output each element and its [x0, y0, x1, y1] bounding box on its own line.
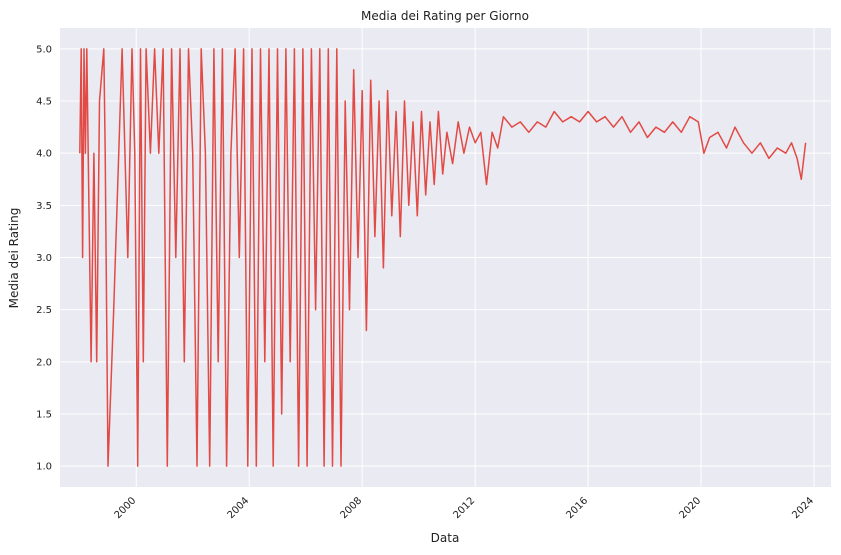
y-tick-label: 4.5 [36, 97, 52, 108]
x-tick-labels: 2000 2004 2008 2012 2016 2020 2024 [113, 495, 817, 521]
x-tick-label: 2016 [564, 495, 590, 521]
y-tick-label: 1.5 [36, 409, 52, 420]
y-tick-label: 2.0 [36, 357, 52, 368]
chart-title: Media dei Rating per Giorno [361, 9, 529, 23]
series-layer [79, 48, 807, 467]
x-tick-label: 2000 [113, 495, 139, 521]
y-tick-label: 1.0 [36, 462, 52, 473]
x-tick-label: 2020 [677, 495, 703, 521]
y-tick-label: 3.5 [36, 201, 52, 212]
x-axis-label: Data [431, 531, 460, 545]
x-tick-label: 2008 [339, 495, 365, 521]
y-tick-label: 3.0 [36, 253, 52, 264]
y-tick-label: 2.5 [36, 305, 52, 316]
y-tick-label: 5.0 [36, 44, 52, 55]
x-tick-label: 2004 [226, 495, 252, 521]
y-tick-labels: 1.0 1.5 2.0 2.5 3.0 3.5 4.0 4.5 5.0 [36, 44, 52, 472]
x-tick-label: 2012 [451, 495, 477, 521]
y-tick-label: 4.0 [36, 149, 52, 160]
series-line-0 [79, 48, 807, 467]
x-tick-label: 2024 [790, 495, 816, 521]
y-axis-label: Media dei Rating [7, 208, 21, 309]
